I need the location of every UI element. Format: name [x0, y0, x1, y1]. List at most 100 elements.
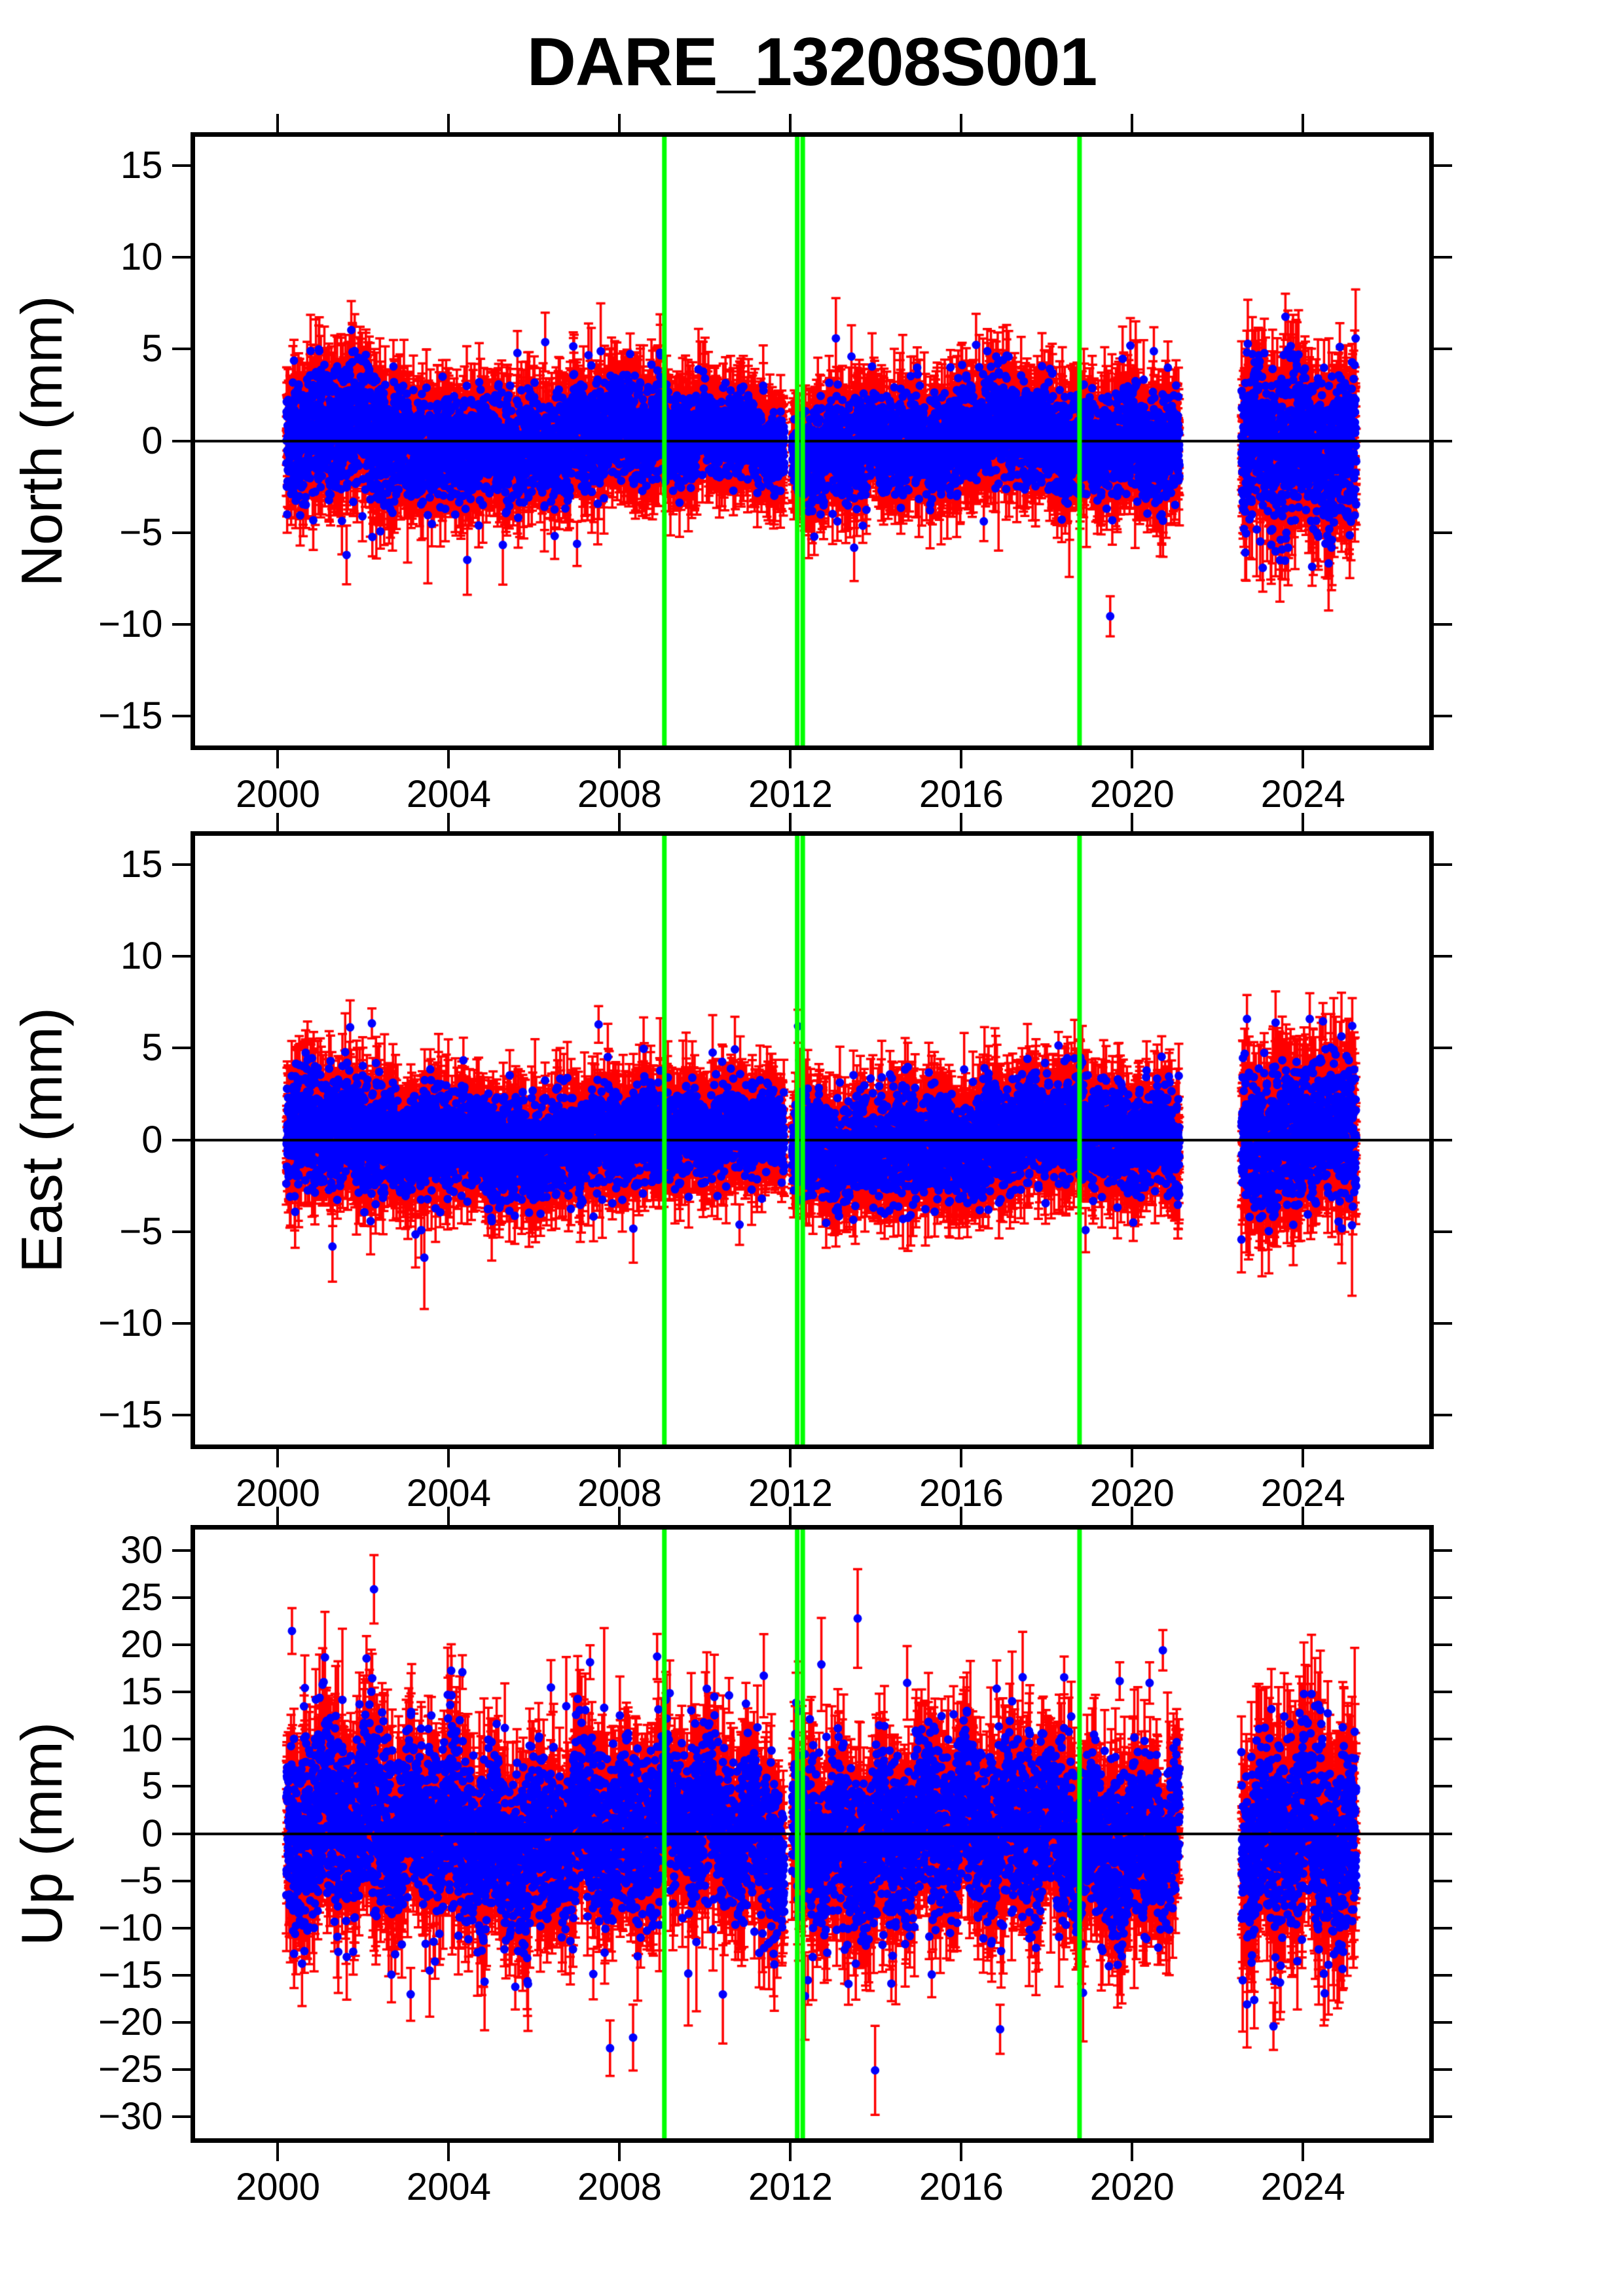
y-tick-mark — [172, 439, 191, 442]
x-tick-mark — [276, 1448, 280, 1467]
y-tick-mark — [172, 2115, 191, 2118]
x-tick-mark — [1302, 749, 1305, 768]
x-tick-mark — [447, 2142, 450, 2161]
y-tick-mark — [1433, 1832, 1452, 1835]
x-tick-mark — [789, 1506, 792, 1525]
y-tick-label: 10 — [120, 934, 163, 977]
x-tick-mark — [618, 1448, 621, 1467]
y-tick-mark — [172, 1596, 191, 1600]
y-tick-label: 20 — [120, 1623, 163, 1666]
y-tick-mark — [1433, 1785, 1452, 1788]
y-tick-mark — [172, 2068, 191, 2071]
x-tick-label: 2004 — [406, 2166, 491, 2208]
y-tick-mark — [1433, 1230, 1452, 1233]
x-tick-mark — [1302, 1448, 1305, 1467]
x-tick-label: 2000 — [235, 2166, 320, 2208]
y-tick-label: −10 — [98, 603, 163, 646]
x-tick-mark — [447, 1448, 450, 1467]
y-tick-label: 30 — [120, 1529, 163, 1572]
x-tick-label: 2024 — [1260, 773, 1345, 816]
y-tick-mark — [172, 1926, 191, 1929]
x-tick-mark — [618, 113, 621, 132]
y-tick-mark — [1433, 2020, 1452, 2024]
y-tick-mark — [1433, 2115, 1452, 2118]
x-tick-mark — [276, 749, 280, 768]
up-axis-title: Up (mm) — [9, 1721, 74, 1946]
x-tick-mark — [276, 812, 280, 831]
x-tick-mark — [618, 2142, 621, 2161]
x-tick-mark — [960, 1506, 963, 1525]
y-tick-mark — [1433, 954, 1452, 958]
x-tick-mark — [789, 2142, 792, 2161]
y-tick-mark — [172, 1549, 191, 1552]
y-tick-mark — [1433, 623, 1452, 626]
y-tick-mark — [172, 1230, 191, 1233]
x-tick-mark — [618, 749, 621, 768]
y-tick-mark — [172, 531, 191, 534]
y-tick-label: 15 — [120, 143, 163, 187]
y-tick-label: 15 — [120, 842, 163, 886]
x-tick-mark — [789, 749, 792, 768]
y-tick-mark — [1433, 1138, 1452, 1141]
y-tick-mark — [1433, 1414, 1452, 1417]
y-tick-mark — [1433, 348, 1452, 351]
y-tick-label: 5 — [141, 327, 163, 370]
y-tick-label: −20 — [98, 2000, 163, 2043]
x-tick-mark — [960, 113, 963, 132]
x-tick-mark — [789, 113, 792, 132]
y-tick-label: −5 — [119, 1210, 163, 1253]
y-tick-label: 0 — [141, 1812, 163, 1855]
figure-title: DARE_13208S001 — [526, 24, 1098, 100]
north-data-canvas — [194, 136, 1429, 745]
x-tick-mark — [960, 749, 963, 768]
up-data-canvas — [194, 1529, 1429, 2138]
y-tick-label: 10 — [120, 1717, 163, 1761]
y-tick-mark — [1433, 1549, 1452, 1552]
y-tick-mark — [1433, 1596, 1452, 1600]
y-tick-mark — [1433, 439, 1452, 442]
x-tick-mark — [447, 812, 450, 831]
x-tick-mark — [447, 1506, 450, 1525]
y-tick-mark — [172, 863, 191, 866]
x-tick-label: 2020 — [1089, 773, 1175, 816]
x-tick-mark — [447, 749, 450, 768]
x-tick-mark — [276, 113, 280, 132]
x-tick-mark — [789, 1448, 792, 1467]
x-tick-mark — [1131, 1506, 1134, 1525]
y-tick-mark — [172, 2020, 191, 2024]
x-tick-label: 2008 — [577, 773, 662, 816]
y-tick-mark — [172, 348, 191, 351]
east-axis-title: East (mm) — [9, 1007, 74, 1273]
y-tick-label: −5 — [119, 511, 163, 554]
panel-border-east — [190, 831, 1434, 1449]
y-tick-mark — [172, 954, 191, 958]
y-tick-mark — [172, 715, 191, 718]
x-tick-mark — [1302, 812, 1305, 831]
y-tick-mark — [172, 623, 191, 626]
x-tick-mark — [1302, 1506, 1305, 1525]
east-data-canvas — [194, 835, 1429, 1444]
x-tick-mark — [789, 812, 792, 831]
y-tick-mark — [1433, 1973, 1452, 1977]
y-tick-label: 5 — [141, 1765, 163, 1808]
y-tick-label: 15 — [120, 1670, 163, 1713]
y-tick-mark — [172, 1973, 191, 1977]
y-tick-mark — [1433, 1322, 1452, 1325]
x-tick-mark — [618, 1506, 621, 1525]
x-tick-label: 2012 — [748, 2166, 833, 2208]
y-tick-mark — [1433, 164, 1452, 167]
y-tick-mark — [172, 1879, 191, 1882]
y-tick-mark — [1433, 1691, 1452, 1694]
y-tick-mark — [172, 1785, 191, 1788]
x-tick-label: 2016 — [919, 2166, 1004, 2208]
y-tick-label: −10 — [98, 1302, 163, 1345]
y-tick-mark — [1433, 1643, 1452, 1647]
y-tick-label: −25 — [98, 2047, 163, 2090]
y-tick-mark — [172, 255, 191, 259]
y-tick-label: 0 — [141, 419, 163, 462]
x-tick-mark — [276, 1506, 280, 1525]
y-tick-mark — [1433, 255, 1452, 259]
x-tick-mark — [618, 812, 621, 831]
y-tick-mark — [1433, 1047, 1452, 1050]
